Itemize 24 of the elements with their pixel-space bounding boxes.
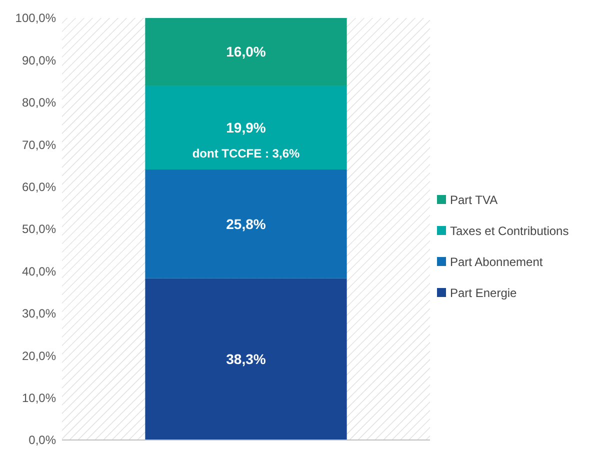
- bar: [145, 86, 347, 170]
- legend-label: Part Energie: [450, 286, 518, 300]
- legend-label: Part Abonnement: [450, 255, 544, 270]
- data-label: 25,8%: [226, 216, 266, 232]
- y-tick-label: 50,0%: [22, 222, 56, 236]
- data-label: 38,3%: [226, 351, 266, 368]
- annotation: dont TCCFE : 3,6%: [192, 146, 300, 161]
- y-tick-label: 60,0%: [22, 180, 56, 194]
- y-tick-label: 0,0%: [28, 433, 56, 448]
- data-label: 16,0%: [226, 44, 266, 60]
- legend-label: Taxes et Contributions: [450, 224, 569, 238]
- bar: [145, 278, 347, 440]
- y-tick-label: 40,0%: [22, 264, 56, 278]
- bar: [145, 18, 347, 86]
- y-tick-label: 30,0%: [22, 306, 56, 321]
- data-label: 19,9%: [226, 119, 266, 136]
- y-tick-label: 90,0%: [22, 53, 56, 68]
- y-tick-label: 100,0%: [15, 11, 56, 26]
- y-tick-label: 20,0%: [22, 348, 56, 363]
- legend-label: Part TVA: [450, 193, 498, 208]
- y-tick-label: 80,0%: [22, 96, 56, 110]
- y-tick-label: 10,0%: [22, 391, 56, 405]
- bar: [145, 170, 347, 278]
- y-tick-label: 70,0%: [22, 138, 56, 152]
